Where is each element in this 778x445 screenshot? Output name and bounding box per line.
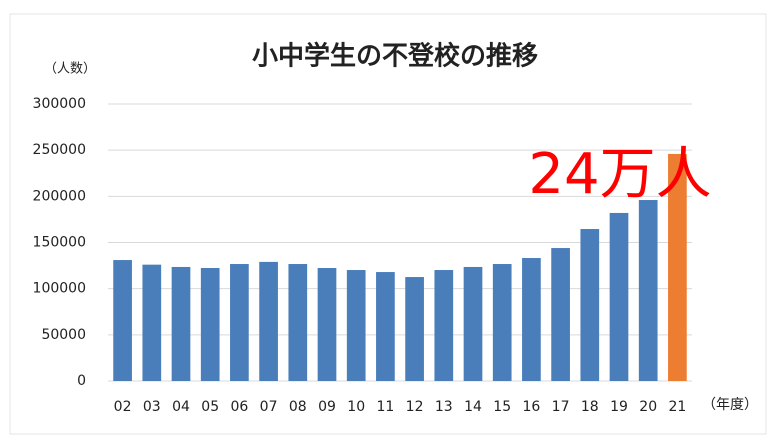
x-tick-label: 19 <box>610 399 628 415</box>
x-tick-label: 16 <box>522 399 540 415</box>
x-tick-label: 18 <box>581 399 599 415</box>
bar <box>638 200 658 381</box>
bar <box>230 264 249 381</box>
y-tick-label: 250000 <box>33 142 86 158</box>
bar <box>668 153 687 381</box>
bar <box>200 267 220 381</box>
bar <box>317 267 337 381</box>
x-tick-label: 06 <box>230 399 248 415</box>
chart-title: 小中学生の不登校の推移 <box>252 41 538 72</box>
bar <box>288 264 308 381</box>
y-tick-label: 50000 <box>41 327 86 343</box>
x-tick-label: 17 <box>552 399 570 415</box>
y-tick-label: 0 <box>77 373 86 389</box>
x-tick-label: 20 <box>639 399 657 415</box>
y-tick-label: 200000 <box>33 188 86 204</box>
bar <box>142 264 162 381</box>
bar <box>434 270 454 381</box>
y-tick-label: 100000 <box>33 281 86 297</box>
x-tick-label: 13 <box>435 399 453 415</box>
bar <box>259 261 278 381</box>
x-tick-label: 03 <box>143 399 161 415</box>
annotation: 24万人 <box>528 142 711 207</box>
x-tick-label: 07 <box>260 399 278 415</box>
x-tick-label: 21 <box>668 399 686 415</box>
bar <box>522 258 541 381</box>
x-tick-label: 02 <box>114 399 132 415</box>
bar <box>346 270 366 381</box>
y-tick-label: 150000 <box>33 235 86 251</box>
bar <box>171 266 191 381</box>
y-tick-label: 300000 <box>33 96 86 112</box>
bar <box>551 248 570 381</box>
bar <box>580 229 600 381</box>
bar <box>405 277 424 381</box>
x-tick-label: 05 <box>201 399 219 415</box>
x-tick-label: 08 <box>289 399 307 415</box>
x-axis-label: （年度） <box>702 397 758 413</box>
bar <box>492 264 512 381</box>
x-tick-label: 14 <box>464 399 482 415</box>
bar <box>463 266 483 381</box>
bar <box>113 260 132 381</box>
x-tick-label: 09 <box>318 399 336 415</box>
bar <box>376 272 395 381</box>
y-axis-label: （人数） <box>44 62 96 77</box>
x-tick-label: 15 <box>493 399 511 415</box>
x-tick-label: 10 <box>347 399 365 415</box>
x-tick-label: 12 <box>406 399 424 415</box>
x-tick-label: 04 <box>172 399 190 415</box>
bar <box>609 212 629 381</box>
x-tick-label: 11 <box>376 399 394 415</box>
